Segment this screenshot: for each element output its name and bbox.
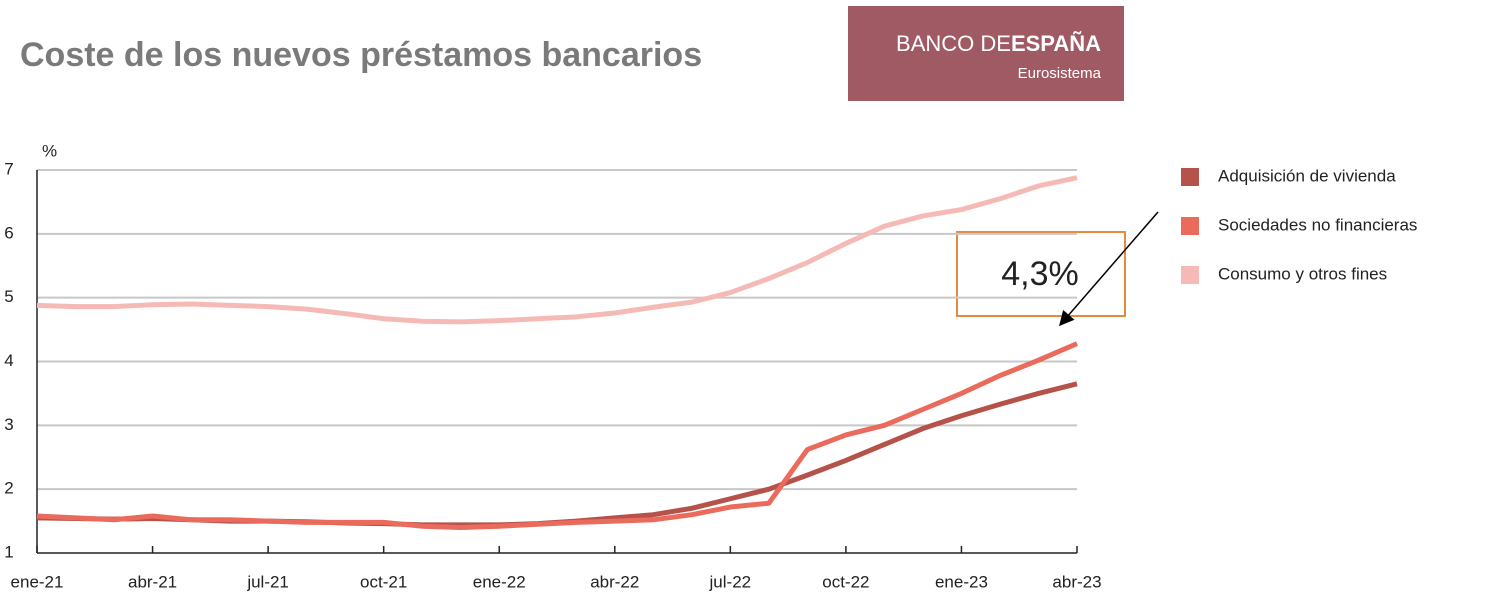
logo-part1: BANCO DE bbox=[896, 31, 1011, 56]
logo-box bbox=[848, 6, 1124, 101]
y-tick-label: 5 bbox=[4, 287, 13, 306]
y-tick-label: 1 bbox=[4, 542, 13, 561]
legend-swatch bbox=[1181, 266, 1199, 284]
x-tick-label: abr-22 bbox=[590, 572, 639, 591]
chart-title: Coste de los nuevos préstamos bancarios bbox=[20, 36, 702, 74]
series-line bbox=[36, 341, 1078, 530]
series-line bbox=[36, 381, 1078, 528]
logo-sub: Eurosistema bbox=[1018, 65, 1102, 82]
x-tick-label: jul-21 bbox=[246, 572, 289, 591]
annotation-arrow bbox=[1059, 211, 1159, 327]
y-tick-label: 4 bbox=[4, 351, 13, 370]
legend-label: Consumo y otros fines bbox=[1218, 264, 1387, 283]
y-axis-label: % bbox=[42, 141, 57, 160]
x-tick-label: abr-23 bbox=[1052, 572, 1101, 591]
y-tick-label: 2 bbox=[4, 479, 13, 498]
legend-swatch bbox=[1181, 168, 1199, 186]
legend-swatch bbox=[1181, 217, 1199, 235]
x-tick-label: oct-21 bbox=[360, 572, 407, 591]
annotation: 4,3% bbox=[1001, 255, 1079, 293]
x-tick-label: ene-22 bbox=[473, 572, 526, 591]
x-tick-label: abr-21 bbox=[128, 572, 177, 591]
legend-label: Adquisición de vivienda bbox=[1218, 166, 1396, 185]
x-tick-label: ene-21 bbox=[11, 572, 64, 591]
x-tick-label: jul-22 bbox=[709, 572, 752, 591]
series-line bbox=[36, 175, 1078, 325]
annotation-box bbox=[956, 231, 1126, 317]
y-tick-label: 3 bbox=[4, 415, 13, 434]
y-tick-label: 7 bbox=[4, 159, 13, 178]
y-tick-label: 6 bbox=[4, 223, 13, 242]
x-tick-label: ene-23 bbox=[935, 572, 988, 591]
x-tick-label: oct-22 bbox=[822, 572, 869, 591]
legend-label: Sociedades no financieras bbox=[1218, 215, 1417, 234]
logo-part2: ESPAÑA bbox=[1011, 31, 1101, 56]
logo-text: BANCO DEESPAÑA bbox=[896, 31, 1101, 56]
